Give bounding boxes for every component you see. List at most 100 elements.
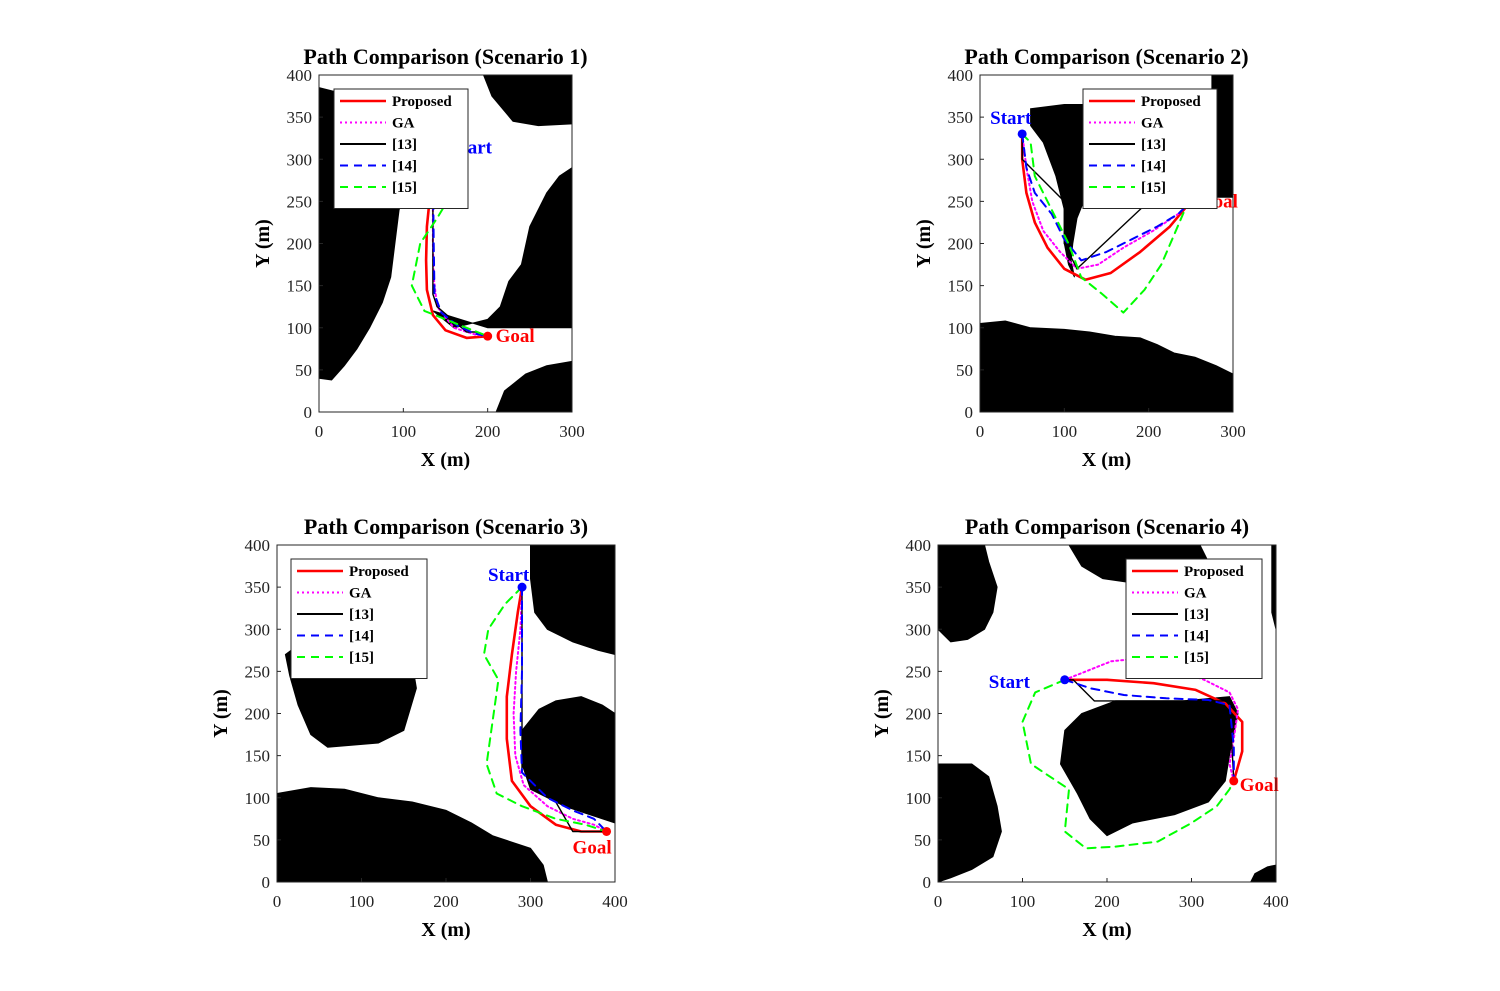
start-label: Start [488, 565, 530, 586]
goal-marker [1229, 776, 1239, 786]
y-tick-label: 50 [956, 361, 973, 380]
legend-label: [15] [1141, 180, 1166, 196]
legend-label: Proposed [1184, 564, 1244, 580]
y-tick-label: 250 [245, 662, 271, 681]
y-tick-label: 150 [948, 277, 974, 296]
x-tick-label: 300 [1179, 892, 1205, 911]
y-tick-label: 200 [287, 235, 313, 254]
y-axis-label: Y (m) [252, 219, 274, 268]
obstacle-1 [277, 787, 548, 882]
series-line-14 [1021, 133, 1192, 262]
y-tick-label: 50 [295, 361, 312, 380]
legend-box [290, 558, 428, 679]
legend-box [1082, 88, 1218, 209]
start-label: Start [990, 108, 1032, 129]
legend: Proposed GA [13] [14] [15] [290, 558, 428, 679]
legend-label: GA [349, 586, 372, 602]
y-tick-label: 400 [245, 536, 271, 555]
x-tick-label: 200 [1094, 892, 1120, 911]
obstacle-2 [482, 75, 572, 127]
y-tick-label: 200 [245, 705, 271, 724]
series-line-15 [483, 586, 608, 833]
y-tick-label: 300 [906, 620, 932, 639]
legend-label: [13] [349, 607, 374, 623]
legend-label: GA [1141, 116, 1164, 132]
y-tick-label: 50 [914, 831, 931, 850]
y-tick-label: 0 [965, 403, 974, 422]
obstacle-3 [432, 167, 572, 329]
y-tick-label: 50 [253, 831, 270, 850]
y-tick-label: 250 [948, 192, 974, 211]
legend-label: [15] [1184, 650, 1209, 666]
legend: Proposed GA [13] [14] [15] [333, 88, 469, 209]
y-tick-label: 300 [245, 620, 271, 639]
y-tick-label: 400 [906, 536, 932, 555]
y-axis-label: Y (m) [913, 219, 935, 268]
y-tick-label: 400 [287, 66, 313, 85]
obstacle-1 [938, 545, 998, 643]
x-axis-label: X (m) [1082, 449, 1131, 471]
series-line-proposed [1020, 132, 1193, 282]
y-tick-label: 350 [948, 108, 974, 127]
series-line-15 [1021, 133, 1192, 314]
x-tick-label: 0 [976, 422, 985, 441]
x-tick-label: 400 [602, 892, 628, 911]
y-tick-label: 100 [287, 319, 313, 338]
legend-label: [15] [349, 650, 374, 666]
x-tick-label: 0 [315, 422, 324, 441]
series-line-15 [1021, 678, 1235, 850]
legend-label: GA [1184, 586, 1207, 602]
legend-label: Proposed [349, 564, 409, 580]
legend-label: [13] [1184, 607, 1209, 623]
obstacle-1 [980, 75, 1233, 412]
x-tick-label: 300 [1220, 422, 1246, 441]
x-tick-label: 100 [1010, 892, 1036, 911]
x-tick-label: 100 [349, 892, 375, 911]
x-tick-label: 300 [559, 422, 585, 441]
y-tick-label: 150 [906, 747, 932, 766]
y-tick-label: 200 [906, 705, 932, 724]
x-axis-label: X (m) [1082, 919, 1131, 941]
panel-3: Start Goal 0 100 200 300 400 0 50 100 150 200 250 300… [210, 514, 628, 941]
legend: Proposed GA [13] [14] [15] [1082, 88, 1218, 209]
x-tick-label: 300 [518, 892, 544, 911]
y-tick-label: 250 [906, 662, 932, 681]
obstacle-3 [530, 545, 615, 656]
y-tick-label: 0 [923, 873, 932, 892]
legend: Proposed GA [13] [14] [15] [1125, 558, 1263, 679]
x-tick-label: 200 [433, 892, 459, 911]
legend-box [333, 88, 469, 209]
legend-label: [14] [349, 629, 374, 645]
obstacle-4 [495, 360, 572, 412]
y-tick-label: 250 [287, 192, 313, 211]
y-tick-label: 400 [948, 66, 974, 85]
obstacle-7 [1250, 864, 1276, 882]
series-line-proposed [1063, 678, 1244, 783]
chart-title: Path Comparison (Scenario 4) [965, 514, 1249, 539]
y-axis-label: Y (m) [871, 689, 893, 738]
series-line-ga [512, 586, 608, 833]
goal-label: Goal [1240, 775, 1279, 796]
legend-label: Proposed [1141, 94, 1201, 110]
start-marker [517, 582, 527, 592]
y-tick-label: 100 [245, 789, 271, 808]
legend-label: [14] [1184, 629, 1209, 645]
y-tick-label: 300 [287, 150, 313, 169]
start-label: Start [989, 672, 1031, 693]
legend-label: [14] [392, 159, 417, 175]
x-axis-label: X (m) [421, 919, 470, 941]
goal-label: Goal [496, 326, 535, 347]
x-tick-label: 0 [273, 892, 282, 911]
x-tick-label: 100 [1052, 422, 1078, 441]
obstacle-4 [521, 696, 615, 824]
goal-marker [602, 826, 612, 836]
y-tick-label: 200 [948, 235, 974, 254]
y-tick-label: 100 [906, 789, 932, 808]
legend-label: [14] [1141, 159, 1166, 175]
series-line-14 [431, 158, 489, 338]
panels: Start Goal 0 100 200 300 0 50 100 150 200 250 300 350… [210, 44, 1289, 941]
x-tick-label: 200 [1136, 422, 1162, 441]
y-tick-label: 0 [262, 873, 271, 892]
